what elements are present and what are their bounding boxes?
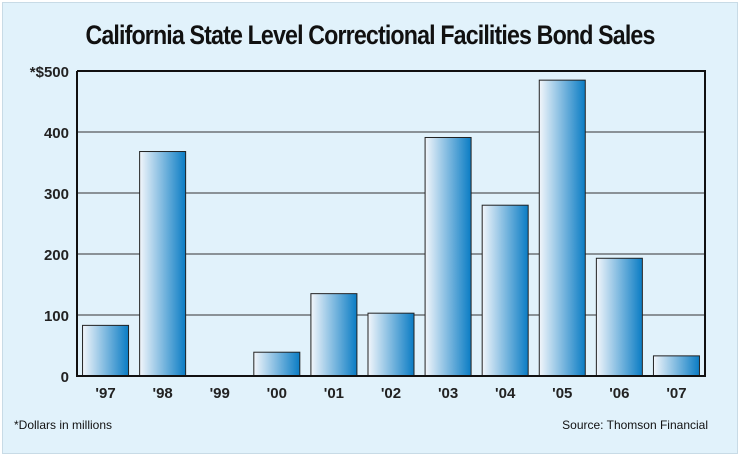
bar-07 [652, 355, 700, 377]
chart-title: California State Level Correctional Faci… [85, 20, 655, 50]
y-tick-label: 0 [61, 369, 69, 386]
x-tick-label: '97 [95, 385, 115, 402]
source-note: Source: Thomson Financial [562, 418, 708, 432]
plot-frame [76, 70, 706, 377]
x-tick-label: '07 [666, 385, 686, 402]
bar-04 [481, 204, 529, 377]
bar-06 [595, 257, 643, 377]
bar-97 [82, 324, 130, 377]
x-tick-label: '06 [609, 385, 629, 402]
bar-98 [139, 151, 187, 377]
bar-02 [367, 312, 415, 377]
y-tick-label: 100 [44, 308, 69, 325]
x-tick-label: '04 [495, 385, 516, 402]
bar-00 [253, 351, 301, 377]
x-tick-label: '00 [267, 385, 287, 402]
bar-05 [538, 79, 586, 377]
y-tick-label: 400 [44, 125, 69, 142]
x-tick-label: '02 [381, 385, 401, 402]
footnote: *Dollars in millions [14, 418, 113, 432]
y-tick-label: 300 [44, 186, 69, 203]
x-tick-label: '99 [210, 385, 230, 402]
bar-03 [424, 136, 472, 377]
y-tick-label: 200 [44, 247, 69, 264]
bar-01 [310, 293, 358, 377]
x-tick-label: '98 [153, 385, 173, 402]
x-tick-label: '01 [324, 385, 344, 402]
x-tick-label: '05 [552, 385, 572, 402]
y-tick-label: *$500 [30, 64, 69, 81]
x-tick-label: '03 [438, 385, 458, 402]
